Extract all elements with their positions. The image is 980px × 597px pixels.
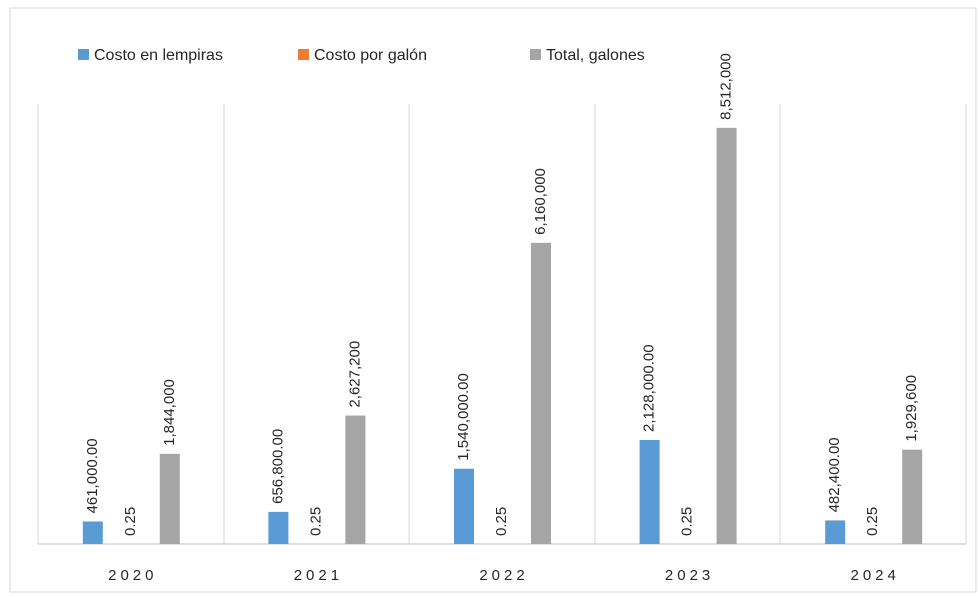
- legend-label: Costo en lempiras: [94, 47, 223, 64]
- data-label: 1,540,000.00: [455, 373, 472, 461]
- data-label: 2,627,200: [346, 341, 363, 408]
- data-label: 0.25: [122, 507, 139, 536]
- bar: [159, 453, 180, 544]
- data-label: 8,512,000: [718, 53, 735, 120]
- legend-swatch: [530, 49, 541, 60]
- data-label: 482,400.00: [826, 437, 843, 512]
- legend-swatch: [78, 49, 89, 60]
- x-tick-label: 2021: [294, 567, 343, 584]
- data-label: 0.25: [864, 507, 881, 536]
- bar: [716, 127, 737, 544]
- bar: [82, 521, 103, 544]
- data-label: 2,128,000.00: [641, 344, 658, 432]
- bar: [345, 415, 366, 544]
- x-tick-label: 2020: [108, 567, 157, 584]
- data-label: 6,160,000: [532, 168, 549, 235]
- data-label: 1,844,000: [161, 379, 178, 446]
- data-label: 0.25: [679, 507, 696, 536]
- data-label: 0.25: [493, 507, 510, 536]
- x-tick-label: 2022: [479, 567, 528, 584]
- bar: [825, 520, 846, 544]
- data-label: 1,929,600: [903, 375, 920, 442]
- x-tick-label: 2023: [665, 567, 714, 584]
- bar: [902, 449, 923, 544]
- data-label: 0.25: [307, 507, 324, 536]
- legend-label: Costo por galón: [314, 47, 427, 64]
- bar: [639, 439, 660, 544]
- data-label: 656,800.00: [269, 429, 286, 504]
- legend-swatch: [298, 49, 309, 60]
- bar: [531, 242, 551, 544]
- x-tick-label: 2024: [851, 567, 900, 584]
- category-separators: [37, 104, 967, 544]
- bar: [268, 511, 289, 544]
- bar: [454, 468, 474, 544]
- legend-label: Total, galones: [546, 47, 645, 64]
- data-label: 461,000.00: [84, 438, 101, 513]
